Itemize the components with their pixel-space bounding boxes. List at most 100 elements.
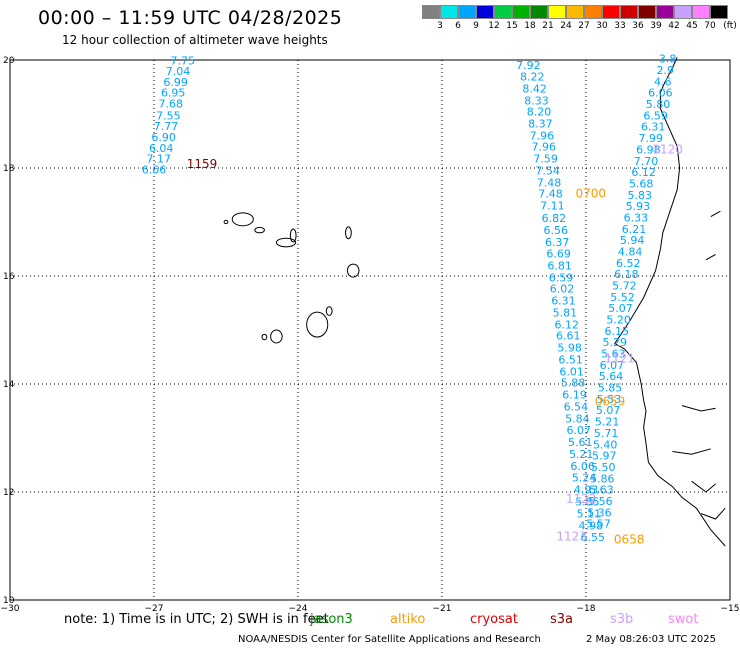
wave-height-value: 6.07 (567, 424, 592, 437)
latitude-tick-label: 18 (3, 164, 15, 174)
estuary-outline (710, 210, 721, 218)
wave-height-value: 3.8 (659, 53, 677, 66)
island-outline (223, 219, 229, 225)
scale-swatch (710, 5, 728, 19)
wave-height-value: 6.52 (616, 257, 641, 270)
wave-height-value: 6.90 (151, 131, 176, 144)
wave-height-value: 7.68 (159, 98, 184, 111)
scale-swatch (422, 5, 440, 19)
wave-height-color-scale (422, 5, 728, 19)
wave-height-value: 6.95 (161, 87, 186, 100)
wave-height-value: 7.70 (634, 155, 659, 168)
scale-label: 70 (704, 21, 716, 31)
scale-label: 30 (596, 21, 608, 31)
scale-swatch (656, 5, 674, 19)
legend-swot: swot (668, 612, 699, 627)
wave-height-value: 5.63 (589, 484, 614, 497)
wave-height-value: 2.9 (656, 64, 674, 77)
wave-height-value: 8.22 (520, 71, 545, 84)
wave-height-value: 6.18 (614, 268, 639, 281)
wave-height-value: 7.54 (535, 164, 560, 177)
wave-height-value: 5.21 (569, 448, 594, 461)
scale-label: 39 (650, 21, 662, 31)
scale-label: 6 (455, 21, 461, 31)
wave-height-value: 6.99 (163, 76, 188, 89)
wave-height-value: 5.85 (598, 382, 623, 395)
island-outline (231, 212, 254, 227)
wave-height-value: 5.80 (646, 98, 671, 111)
wave-height-value: 8.37 (528, 118, 553, 131)
wave-height-value: 6.12 (555, 318, 580, 331)
estuary-outline (705, 253, 716, 261)
wave-height-value: 6.55 (580, 531, 605, 544)
wave-height-value: 7.11 (540, 200, 565, 213)
scale-swatch (692, 5, 710, 19)
scale-label: 45 (686, 21, 698, 31)
island-outline (275, 237, 297, 248)
latitude-tick-label: 12 (3, 488, 14, 498)
wave-height-value: 6.37 (545, 236, 570, 249)
wave-height-value: 6.07 (600, 359, 625, 372)
pass-time-label: 1121 (604, 351, 635, 365)
longitude-tick-label: −24 (289, 604, 308, 614)
wave-height-value: 5.11 (577, 507, 602, 520)
wave-height-value: 7.99 (639, 132, 664, 145)
wave-height-value: 5.98 (557, 342, 582, 355)
longitude-tick-label: −18 (577, 604, 596, 614)
pass-time-label: 0658 (614, 532, 645, 546)
wave-height-value: 8.42 (522, 82, 547, 95)
wave-height-value: 5.85 (575, 496, 600, 509)
legend-jason3: jason3 (310, 612, 353, 627)
wave-height-value: 5.64 (599, 370, 624, 383)
wave-height-value: 5.71 (594, 427, 619, 440)
pass-time-label: 1120 (652, 142, 683, 156)
wave-height-value: 5.93 (626, 200, 651, 213)
wave-height-value: 5.86 (590, 472, 615, 485)
scale-label: 3 (437, 21, 443, 31)
wave-height-value: 5.97 (592, 450, 617, 463)
island-outline (261, 333, 268, 341)
wave-height-value: 7.48 (538, 188, 563, 201)
scale-swatch (458, 5, 476, 19)
scale-label: 18 (524, 21, 536, 31)
longitude-tick-label: −30 (1, 604, 20, 614)
scale-label: 9 (473, 21, 479, 31)
wave-height-value: 4.93 (574, 484, 599, 497)
pass-time-label: 0700 (576, 187, 607, 201)
wave-height-value: 4.6 (654, 75, 672, 88)
wave-height-value: 6.56 (544, 224, 569, 237)
coastline (614, 57, 726, 547)
wave-height-value: 8.33 (524, 94, 549, 107)
wave-height-value: 5.56 (588, 495, 613, 508)
scale-swatch (638, 5, 656, 19)
island-outline (254, 226, 265, 234)
wave-height-value: 6.59 (549, 271, 574, 284)
legend-s3a: s3a (550, 612, 574, 627)
wave-height-value: 6.12 (631, 166, 656, 179)
longitude-tick-label: −21 (433, 604, 452, 614)
wave-height-value: 5.07 (608, 302, 633, 315)
latitude-tick-label: 10 (3, 596, 15, 606)
wave-height-value: 5.61 (568, 436, 593, 449)
estuary-outline (672, 448, 711, 455)
latitude-tick-label: 14 (3, 380, 15, 390)
wave-height-value: 4.98 (579, 519, 604, 532)
longitude-tick-label: −27 (145, 604, 164, 614)
legend-altiko: altiko (390, 612, 426, 627)
scale-swatch (494, 5, 512, 19)
wave-height-value: 5.52 (610, 291, 635, 304)
wave-height-value: 6.21 (622, 223, 647, 236)
wave-height-value: 5.84 (565, 412, 590, 425)
wave-height-value: 5.72 (612, 280, 637, 293)
wave-height-value: 7.96 (532, 141, 557, 154)
legend-s3b: s3b (610, 612, 634, 627)
scale-label: 27 (578, 21, 590, 31)
wave-height-value: 7.75 (171, 54, 196, 67)
scale-label: 33 (614, 21, 626, 31)
legend-cryosat: cryosat (470, 612, 518, 627)
island-outline (345, 226, 352, 240)
wave-height-value: 5.83 (628, 189, 653, 202)
island-outline (270, 329, 283, 344)
scale-label: 12 (488, 21, 500, 31)
wave-height-value: 5.20 (606, 314, 631, 327)
